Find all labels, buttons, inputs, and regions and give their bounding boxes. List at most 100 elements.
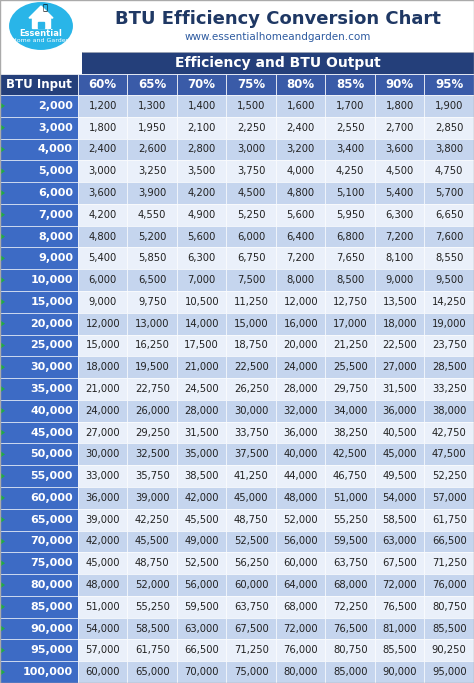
- Bar: [375, 204, 425, 225]
- Text: 10,000: 10,000: [30, 275, 73, 285]
- Polygon shape: [0, 516, 5, 523]
- Text: 9,500: 9,500: [435, 275, 464, 285]
- Bar: [227, 117, 276, 139]
- Text: 4,000: 4,000: [38, 144, 73, 154]
- Bar: [375, 596, 425, 617]
- Text: 7,500: 7,500: [237, 275, 265, 285]
- Text: 55,250: 55,250: [135, 602, 170, 612]
- Bar: [276, 182, 326, 204]
- Text: 15,000: 15,000: [30, 297, 73, 307]
- Text: 70,000: 70,000: [30, 536, 73, 546]
- Polygon shape: [0, 451, 5, 458]
- Text: 75,000: 75,000: [234, 667, 269, 677]
- Text: 4,800: 4,800: [89, 232, 117, 242]
- Bar: [0, 400, 78, 421]
- Bar: [78, 335, 128, 357]
- Text: 59,500: 59,500: [333, 536, 368, 546]
- Bar: [78, 596, 128, 617]
- Bar: [128, 117, 177, 139]
- Bar: [326, 596, 375, 617]
- Text: 5,700: 5,700: [435, 188, 464, 198]
- Text: 37,500: 37,500: [234, 449, 269, 460]
- Text: 75,000: 75,000: [30, 558, 73, 568]
- Text: 18,750: 18,750: [234, 340, 269, 350]
- Bar: [0, 74, 78, 95]
- Bar: [177, 291, 227, 313]
- Text: 57,000: 57,000: [85, 645, 120, 655]
- Text: 12,000: 12,000: [283, 297, 318, 307]
- Text: 8,550: 8,550: [435, 253, 464, 264]
- Text: 45,000: 45,000: [383, 449, 417, 460]
- Bar: [128, 335, 177, 357]
- Bar: [177, 204, 227, 225]
- Text: 72,000: 72,000: [283, 624, 318, 634]
- Text: 63,000: 63,000: [184, 624, 219, 634]
- Bar: [227, 269, 276, 291]
- Text: 6,300: 6,300: [188, 253, 216, 264]
- Bar: [276, 465, 326, 487]
- Polygon shape: [0, 494, 5, 501]
- Text: 51,000: 51,000: [333, 493, 367, 503]
- Bar: [326, 553, 375, 574]
- Bar: [375, 531, 425, 553]
- Bar: [375, 269, 425, 291]
- Text: 2,250: 2,250: [237, 123, 265, 133]
- Text: 65,000: 65,000: [30, 515, 73, 525]
- Text: 27,000: 27,000: [85, 428, 120, 438]
- Bar: [425, 335, 474, 357]
- Text: 76,500: 76,500: [333, 624, 368, 634]
- Bar: [128, 661, 177, 683]
- Bar: [227, 596, 276, 617]
- Bar: [326, 617, 375, 639]
- Bar: [177, 117, 227, 139]
- Text: 4,800: 4,800: [287, 188, 315, 198]
- Polygon shape: [0, 364, 5, 371]
- Text: 95,000: 95,000: [30, 645, 73, 655]
- Bar: [128, 204, 177, 225]
- Bar: [78, 465, 128, 487]
- Text: 5,000: 5,000: [38, 166, 73, 176]
- Text: 70%: 70%: [188, 78, 216, 91]
- Text: 55,250: 55,250: [333, 515, 368, 525]
- Bar: [425, 313, 474, 335]
- Text: 71,250: 71,250: [432, 558, 467, 568]
- Bar: [78, 661, 128, 683]
- Ellipse shape: [8, 1, 74, 51]
- Bar: [227, 421, 276, 443]
- Bar: [128, 509, 177, 531]
- Text: Essential: Essential: [19, 29, 63, 38]
- Bar: [425, 487, 474, 509]
- Text: 42,250: 42,250: [135, 515, 170, 525]
- Bar: [375, 421, 425, 443]
- Bar: [276, 617, 326, 639]
- Polygon shape: [0, 473, 5, 479]
- Text: 90,000: 90,000: [383, 667, 417, 677]
- Bar: [0, 639, 78, 661]
- Text: 12,750: 12,750: [333, 297, 368, 307]
- Bar: [276, 74, 326, 95]
- Text: 90%: 90%: [386, 78, 414, 91]
- Bar: [0, 509, 78, 531]
- Bar: [326, 313, 375, 335]
- Bar: [78, 139, 128, 161]
- Bar: [425, 553, 474, 574]
- Text: 4,500: 4,500: [237, 188, 265, 198]
- Bar: [0, 596, 78, 617]
- Bar: [227, 291, 276, 313]
- Bar: [78, 509, 128, 531]
- Bar: [0, 335, 78, 357]
- Text: 51,000: 51,000: [85, 602, 120, 612]
- Text: 38,250: 38,250: [333, 428, 367, 438]
- Bar: [0, 313, 78, 335]
- Text: 80,750: 80,750: [432, 602, 466, 612]
- Text: 28,000: 28,000: [184, 406, 219, 416]
- Bar: [177, 247, 227, 269]
- Bar: [375, 574, 425, 596]
- Bar: [177, 357, 227, 378]
- Text: 52,000: 52,000: [283, 515, 318, 525]
- Bar: [78, 487, 128, 509]
- Text: 19,500: 19,500: [135, 362, 170, 372]
- Bar: [227, 639, 276, 661]
- Bar: [78, 95, 128, 117]
- Bar: [0, 161, 78, 182]
